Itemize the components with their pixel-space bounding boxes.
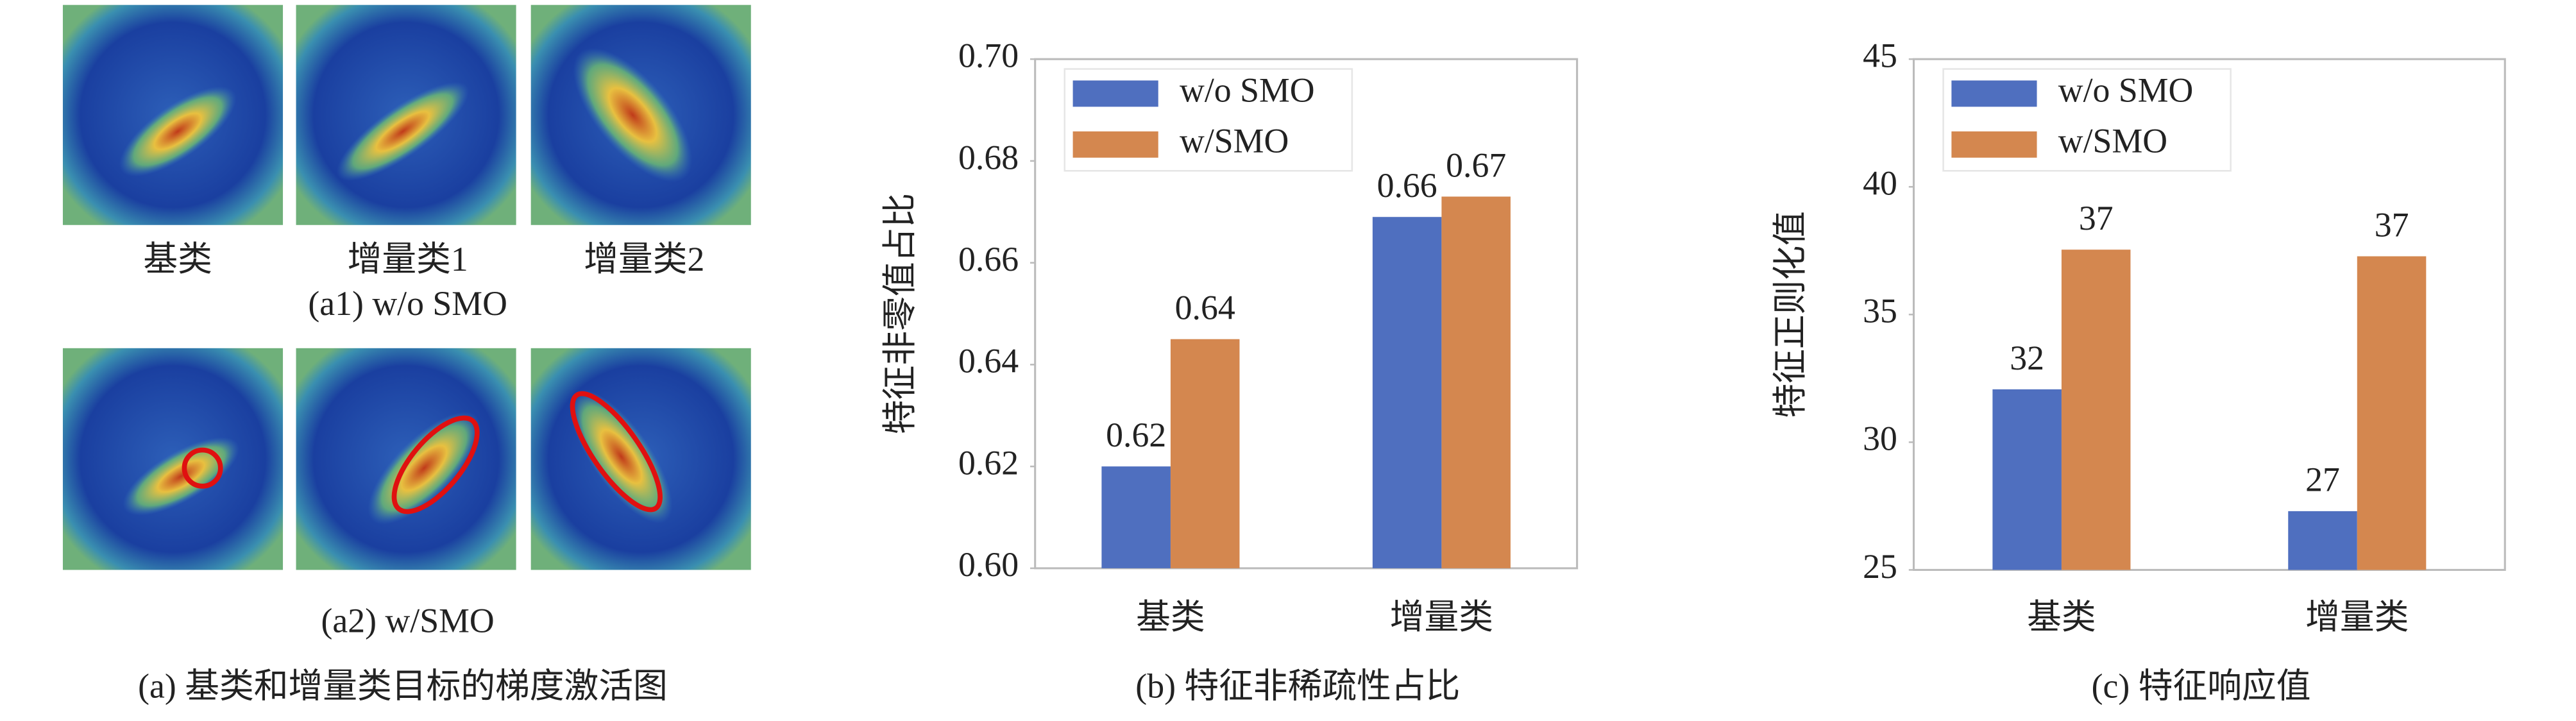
heatmap: [296, 348, 516, 570]
heatmap: [62, 4, 284, 225]
bar: [1101, 466, 1171, 568]
heatmap: [530, 348, 751, 570]
heatmap-label: 增量类1: [348, 240, 468, 278]
y-tick-label: 45: [1863, 37, 1897, 75]
panel-caption: (c) 特征响应值: [2092, 667, 2311, 706]
heatmap: [62, 348, 284, 570]
bar: [2288, 511, 2357, 570]
legend-swatch: [1951, 131, 2037, 158]
y-tick-label: 0.64: [958, 342, 1019, 380]
x-tick-label: 增量类: [2305, 598, 2409, 636]
legend-label: w/o SMO: [2058, 71, 2194, 109]
y-tick-label: 0.62: [958, 443, 1019, 482]
value-label: 32: [2010, 339, 2044, 377]
bar: [1170, 339, 1240, 568]
value-label: 0.66: [1377, 166, 1437, 205]
row-caption: (a2) w/SMO: [321, 601, 495, 640]
y-tick-label: 0.70: [958, 37, 1019, 75]
x-tick-label: 基类: [1136, 598, 1205, 636]
plot-frame: [1034, 58, 1579, 570]
bar: [2061, 250, 2131, 570]
bar: [1992, 389, 2062, 570]
heatmaps: [62, 4, 751, 570]
row-caption: (a1) w/o SMO: [308, 284, 507, 323]
legend-swatch: [1072, 131, 1158, 158]
heatmap-label: 增量类2: [584, 240, 704, 278]
heatmap-label: 基类: [143, 240, 212, 278]
legend-swatch: [1951, 80, 2037, 107]
legend-label: w/SMO: [1180, 122, 1289, 160]
legend-label: w/SMO: [2058, 122, 2167, 160]
legend-swatch: [1072, 80, 1158, 107]
value-label: 37: [2375, 205, 2409, 244]
y-tick-label: 40: [1863, 164, 1897, 203]
y-tick-label: 0.66: [958, 240, 1019, 278]
bar: [1441, 196, 1511, 568]
value-label: 37: [2079, 199, 2114, 237]
panel-caption: (b) 特征非稀疏性占比: [1135, 667, 1460, 706]
heatmap: [530, 4, 751, 225]
bar: [2357, 256, 2427, 570]
x-tick-label: 基类: [2027, 598, 2096, 636]
value-label: 0.64: [1175, 289, 1235, 327]
y-tick-label: 25: [1863, 547, 1897, 586]
legend-label: w/o SMO: [1180, 71, 1315, 109]
value-label: 0.62: [1106, 416, 1166, 454]
y-tick-label: 0.68: [958, 138, 1019, 176]
bar: [1372, 217, 1442, 568]
y-axis-label: 特征正则化值: [1771, 211, 1809, 418]
value-label: 0.67: [1446, 146, 1506, 184]
y-tick-label: 0.60: [958, 545, 1019, 584]
panel-caption: (a) 基类和增量类目标的梯度激活图: [138, 667, 668, 706]
y-tick-label: 35: [1863, 292, 1897, 330]
y-axis-label: 特征非零值占比: [881, 193, 919, 434]
value-label: 27: [2305, 461, 2340, 499]
y-tick-label: 30: [1863, 420, 1897, 458]
heatmap: [296, 4, 516, 225]
x-tick-label: 增量类: [1390, 598, 1493, 636]
